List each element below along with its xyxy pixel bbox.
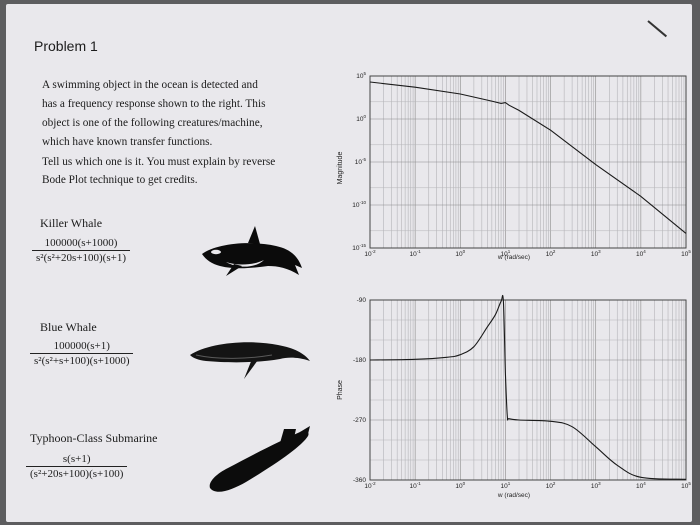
prompt-line: A swimming object in the ocean is detect… xyxy=(42,79,258,91)
x-tick-label: 101 xyxy=(501,249,511,258)
y-tick-label: 10-15 xyxy=(352,243,366,252)
phase-bode-plot: -90-180-270-360 10-2 10-1 100 101 102 103 104 1… xyxy=(337,294,691,499)
phase-curve xyxy=(369,294,687,480)
magnitude-plot-frame xyxy=(369,75,687,249)
x-tick-label: 102 xyxy=(546,249,556,258)
tf-numerator: 100000(s+1000) xyxy=(44,237,118,249)
x-tick-label: 104 xyxy=(636,481,646,490)
x-tick-label: 10-1 xyxy=(410,481,422,490)
transfer-function-submarine: s(s+1) (s²+20s+100)(s+100) xyxy=(26,453,128,480)
x-tick-label: 102 xyxy=(546,481,556,490)
option-name-blue-whale: Blue Whale xyxy=(40,320,97,334)
prompt-line: has a frequency response shown to the ri… xyxy=(42,98,266,110)
y-tick-label: -90 xyxy=(357,297,367,304)
x-tick-label: 103 xyxy=(591,481,601,490)
x-tick-label: 104 xyxy=(636,249,646,258)
prompt-line: which have known transfer functions. xyxy=(42,136,213,148)
x-tick-label: 101 xyxy=(501,481,511,490)
magnitude-x-label: w (rad/sec) xyxy=(497,254,530,261)
prompt-line: Tell us which one is it. You must explai… xyxy=(42,156,276,168)
problem-title: Problem 1 xyxy=(34,38,98,54)
y-tick-label: 10-10 xyxy=(352,200,366,209)
phase-x-label: w (rad/sec) xyxy=(497,492,530,499)
tf-numerator: 100000(s+1) xyxy=(53,340,110,352)
y-tick-label: -270 xyxy=(353,417,366,424)
phase-grid xyxy=(369,299,686,481)
magnitude-y-ticks: 105 100 10-5 10-10 10-15 xyxy=(352,71,366,252)
x-tick-label: 105 xyxy=(681,481,691,490)
phase-y-ticks: -90 -180 -270 -360 xyxy=(353,297,366,484)
tf-denominator: (s²+20s+100)(s+100) xyxy=(26,466,128,480)
blue-whale-icon xyxy=(190,342,310,379)
x-tick-label: 10-1 xyxy=(410,249,422,258)
tf-denominator: s²(s²+20s+100)(s+1) xyxy=(32,250,130,264)
y-tick-label: 10-5 xyxy=(355,157,367,166)
submarine-icon xyxy=(209,426,310,492)
magnitude-x-ticks: 10-2 10-1 100 101 102 103 104 105 xyxy=(364,249,691,258)
phase-plot-frame xyxy=(369,299,687,481)
x-tick-label: 103 xyxy=(591,249,601,258)
transfer-function-killer-whale: 100000(s+1000) s²(s²+20s+100)(s+1) xyxy=(32,237,130,264)
prompt-line: Bode Plot technique to get credits. xyxy=(42,174,198,186)
magnitude-y-label: Magnitude xyxy=(337,152,344,185)
y-tick-label: 105 xyxy=(356,71,366,80)
killer-whale-icon xyxy=(202,226,302,276)
tf-numerator: s(s+1) xyxy=(62,453,91,465)
phase-y-label: Phase xyxy=(337,380,344,400)
y-tick-label: 100 xyxy=(356,114,366,123)
magnitude-grid xyxy=(369,75,686,249)
y-tick-label: -360 xyxy=(353,477,366,484)
prompt-line: object is one of the following creatures… xyxy=(42,117,263,129)
x-tick-label: 105 xyxy=(681,249,691,258)
phase-x-ticks: 10-2 10-1 100 101 102 103 104 105 xyxy=(364,481,691,490)
transfer-function-blue-whale: 100000(s+1) s²(s²+s+100)(s+1000) xyxy=(30,340,134,367)
y-tick-label: -180 xyxy=(353,357,366,364)
option-name-killer-whale: Killer Whale xyxy=(40,216,103,230)
x-tick-label: 10-2 xyxy=(364,249,376,258)
magnitude-curve xyxy=(369,81,687,234)
x-tick-label: 10-2 xyxy=(364,481,376,490)
option-name-submarine: Typhoon-Class Submarine xyxy=(30,431,158,445)
x-tick-label: 100 xyxy=(455,481,465,490)
x-tick-label: 100 xyxy=(455,249,465,258)
tf-denominator: s²(s²+s+100)(s+1000) xyxy=(30,353,134,367)
